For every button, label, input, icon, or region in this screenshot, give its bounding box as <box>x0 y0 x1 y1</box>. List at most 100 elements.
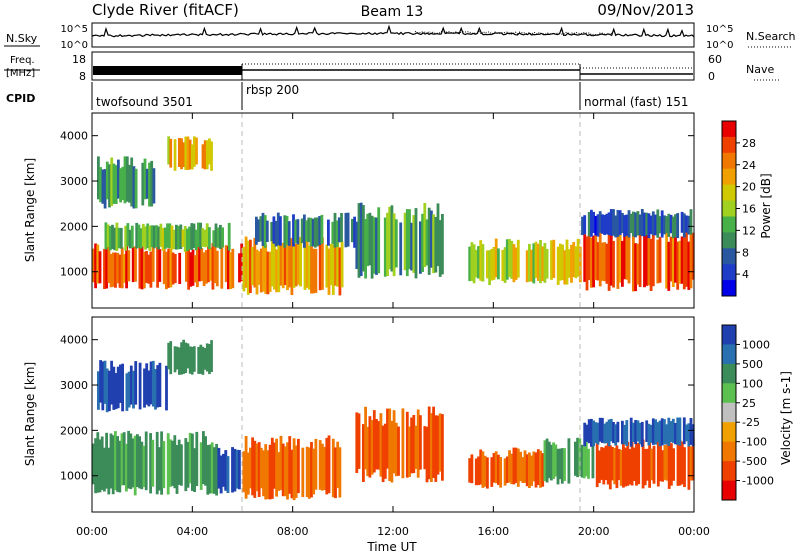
heatmap-cell <box>410 417 413 474</box>
heatmap-cell <box>658 216 662 234</box>
heatmap-cell <box>235 449 239 489</box>
colorbar-frame <box>721 324 737 501</box>
heatmap-cell <box>636 211 640 236</box>
heatmap-cell <box>623 227 626 280</box>
heatmap-cell <box>691 232 695 280</box>
heatmap-cell <box>117 227 121 249</box>
heatmap-cell <box>180 444 183 486</box>
heatmap-cell <box>114 373 118 410</box>
heatmap-cell <box>196 244 199 288</box>
heatmap-cell <box>528 243 531 282</box>
heatmap-cell <box>202 252 206 287</box>
heatmap-cell <box>490 457 494 487</box>
heatmap-cell <box>685 231 688 287</box>
heatmap-cell <box>127 430 130 489</box>
heatmap-cell <box>138 362 142 410</box>
colorbar-swatch <box>722 344 736 365</box>
heatmap-cell <box>283 446 287 497</box>
heatmap-cell <box>334 447 337 499</box>
heatmap-cell <box>386 408 389 469</box>
heatmap-cell <box>182 142 185 168</box>
heatmap-cell <box>501 249 505 281</box>
heatmap-cell <box>125 156 129 202</box>
colorbar-swatch <box>722 480 736 501</box>
heatmap-cell <box>508 450 511 483</box>
heatmap-cell <box>514 247 518 280</box>
heatmap-cell <box>303 214 306 248</box>
heatmap-cell <box>210 340 213 372</box>
heatmap-cell <box>244 436 248 499</box>
colorbar-tick-label: -100 <box>742 436 767 449</box>
heatmap-cell <box>129 365 133 405</box>
heatmap-cell <box>425 219 429 266</box>
heatmap-cell <box>294 445 298 498</box>
heatmap-cell <box>621 213 624 234</box>
heatmap-cell <box>285 215 289 245</box>
heatmap-cell <box>186 228 189 252</box>
heatmap-cell <box>512 447 516 485</box>
heatmap-cell <box>257 251 261 285</box>
heatmap-cell <box>191 433 194 491</box>
heatmap-cell <box>167 136 170 165</box>
colorbar-tick-label: 25 <box>742 397 756 410</box>
heatmap-cell <box>120 247 124 289</box>
heatmap-cell <box>615 445 619 489</box>
heatmap-cell <box>310 246 313 294</box>
heatmap-cell <box>663 215 666 235</box>
velocity-colorbar-label: Velocity [m s-1] <box>779 371 793 465</box>
heatmap-cell <box>536 449 540 485</box>
heatmap-cell <box>128 229 132 249</box>
heatmap-cell <box>680 211 684 233</box>
heatmap-cell <box>474 249 478 278</box>
heatmap-cell <box>159 223 163 247</box>
heatmap-cell <box>414 208 418 279</box>
heatmap-cell <box>432 406 435 478</box>
heatmap-cell <box>479 449 483 485</box>
heatmap-cell <box>331 438 335 498</box>
heatmap-cell <box>582 446 586 479</box>
nave-label: Nave <box>746 63 774 76</box>
heatmap-cell <box>521 457 525 483</box>
heatmap-cell <box>585 424 589 442</box>
heatmap-cell <box>595 443 599 488</box>
heatmap-cell <box>637 442 641 485</box>
heatmap-cell <box>162 441 166 489</box>
heatmap-cell <box>621 240 624 287</box>
heatmap-cell <box>148 162 151 207</box>
heatmap-cell <box>468 458 472 483</box>
heatmap-cell <box>146 223 150 249</box>
heatmap-cell <box>97 156 100 200</box>
heatmap-cell <box>259 216 263 242</box>
heatmap-cell <box>114 252 117 288</box>
heatmap-cell <box>667 438 671 489</box>
heatmap-cell <box>552 239 556 278</box>
cpid-mode-rbsp: rbsp 200 <box>246 83 299 97</box>
heatmap-cell <box>327 248 331 295</box>
heatmap-cell <box>301 447 305 498</box>
heatmap-cell <box>199 344 203 374</box>
heatmap-cell <box>651 211 655 236</box>
heatmap-cell <box>650 448 654 481</box>
heatmap-cell <box>523 450 527 483</box>
heatmap-cell <box>275 438 278 497</box>
heatmap-cell <box>594 231 598 280</box>
heatmap-cell <box>543 243 547 283</box>
heatmap-cell <box>255 443 259 492</box>
cpid-mode-normal: normal (fast) 151 <box>584 95 688 109</box>
heatmap-cell <box>111 224 114 249</box>
heatmap-cell <box>98 251 102 284</box>
heatmap-cell <box>327 219 330 246</box>
heatmap-cell <box>262 450 265 497</box>
heatmap-cell <box>388 206 392 270</box>
heatmap-cell <box>197 222 200 248</box>
heatmap-cell <box>605 243 609 284</box>
heatmap-cell <box>204 436 207 486</box>
heatmap-cell <box>237 450 241 490</box>
heatmap-cell <box>607 212 611 236</box>
heatmap-cell <box>375 217 378 275</box>
heatmap-cell <box>638 232 642 287</box>
heatmap-cell <box>612 209 615 236</box>
heatmap-cell <box>177 225 180 250</box>
heatmap-cell <box>646 448 649 481</box>
heatmap-cell <box>331 244 335 295</box>
